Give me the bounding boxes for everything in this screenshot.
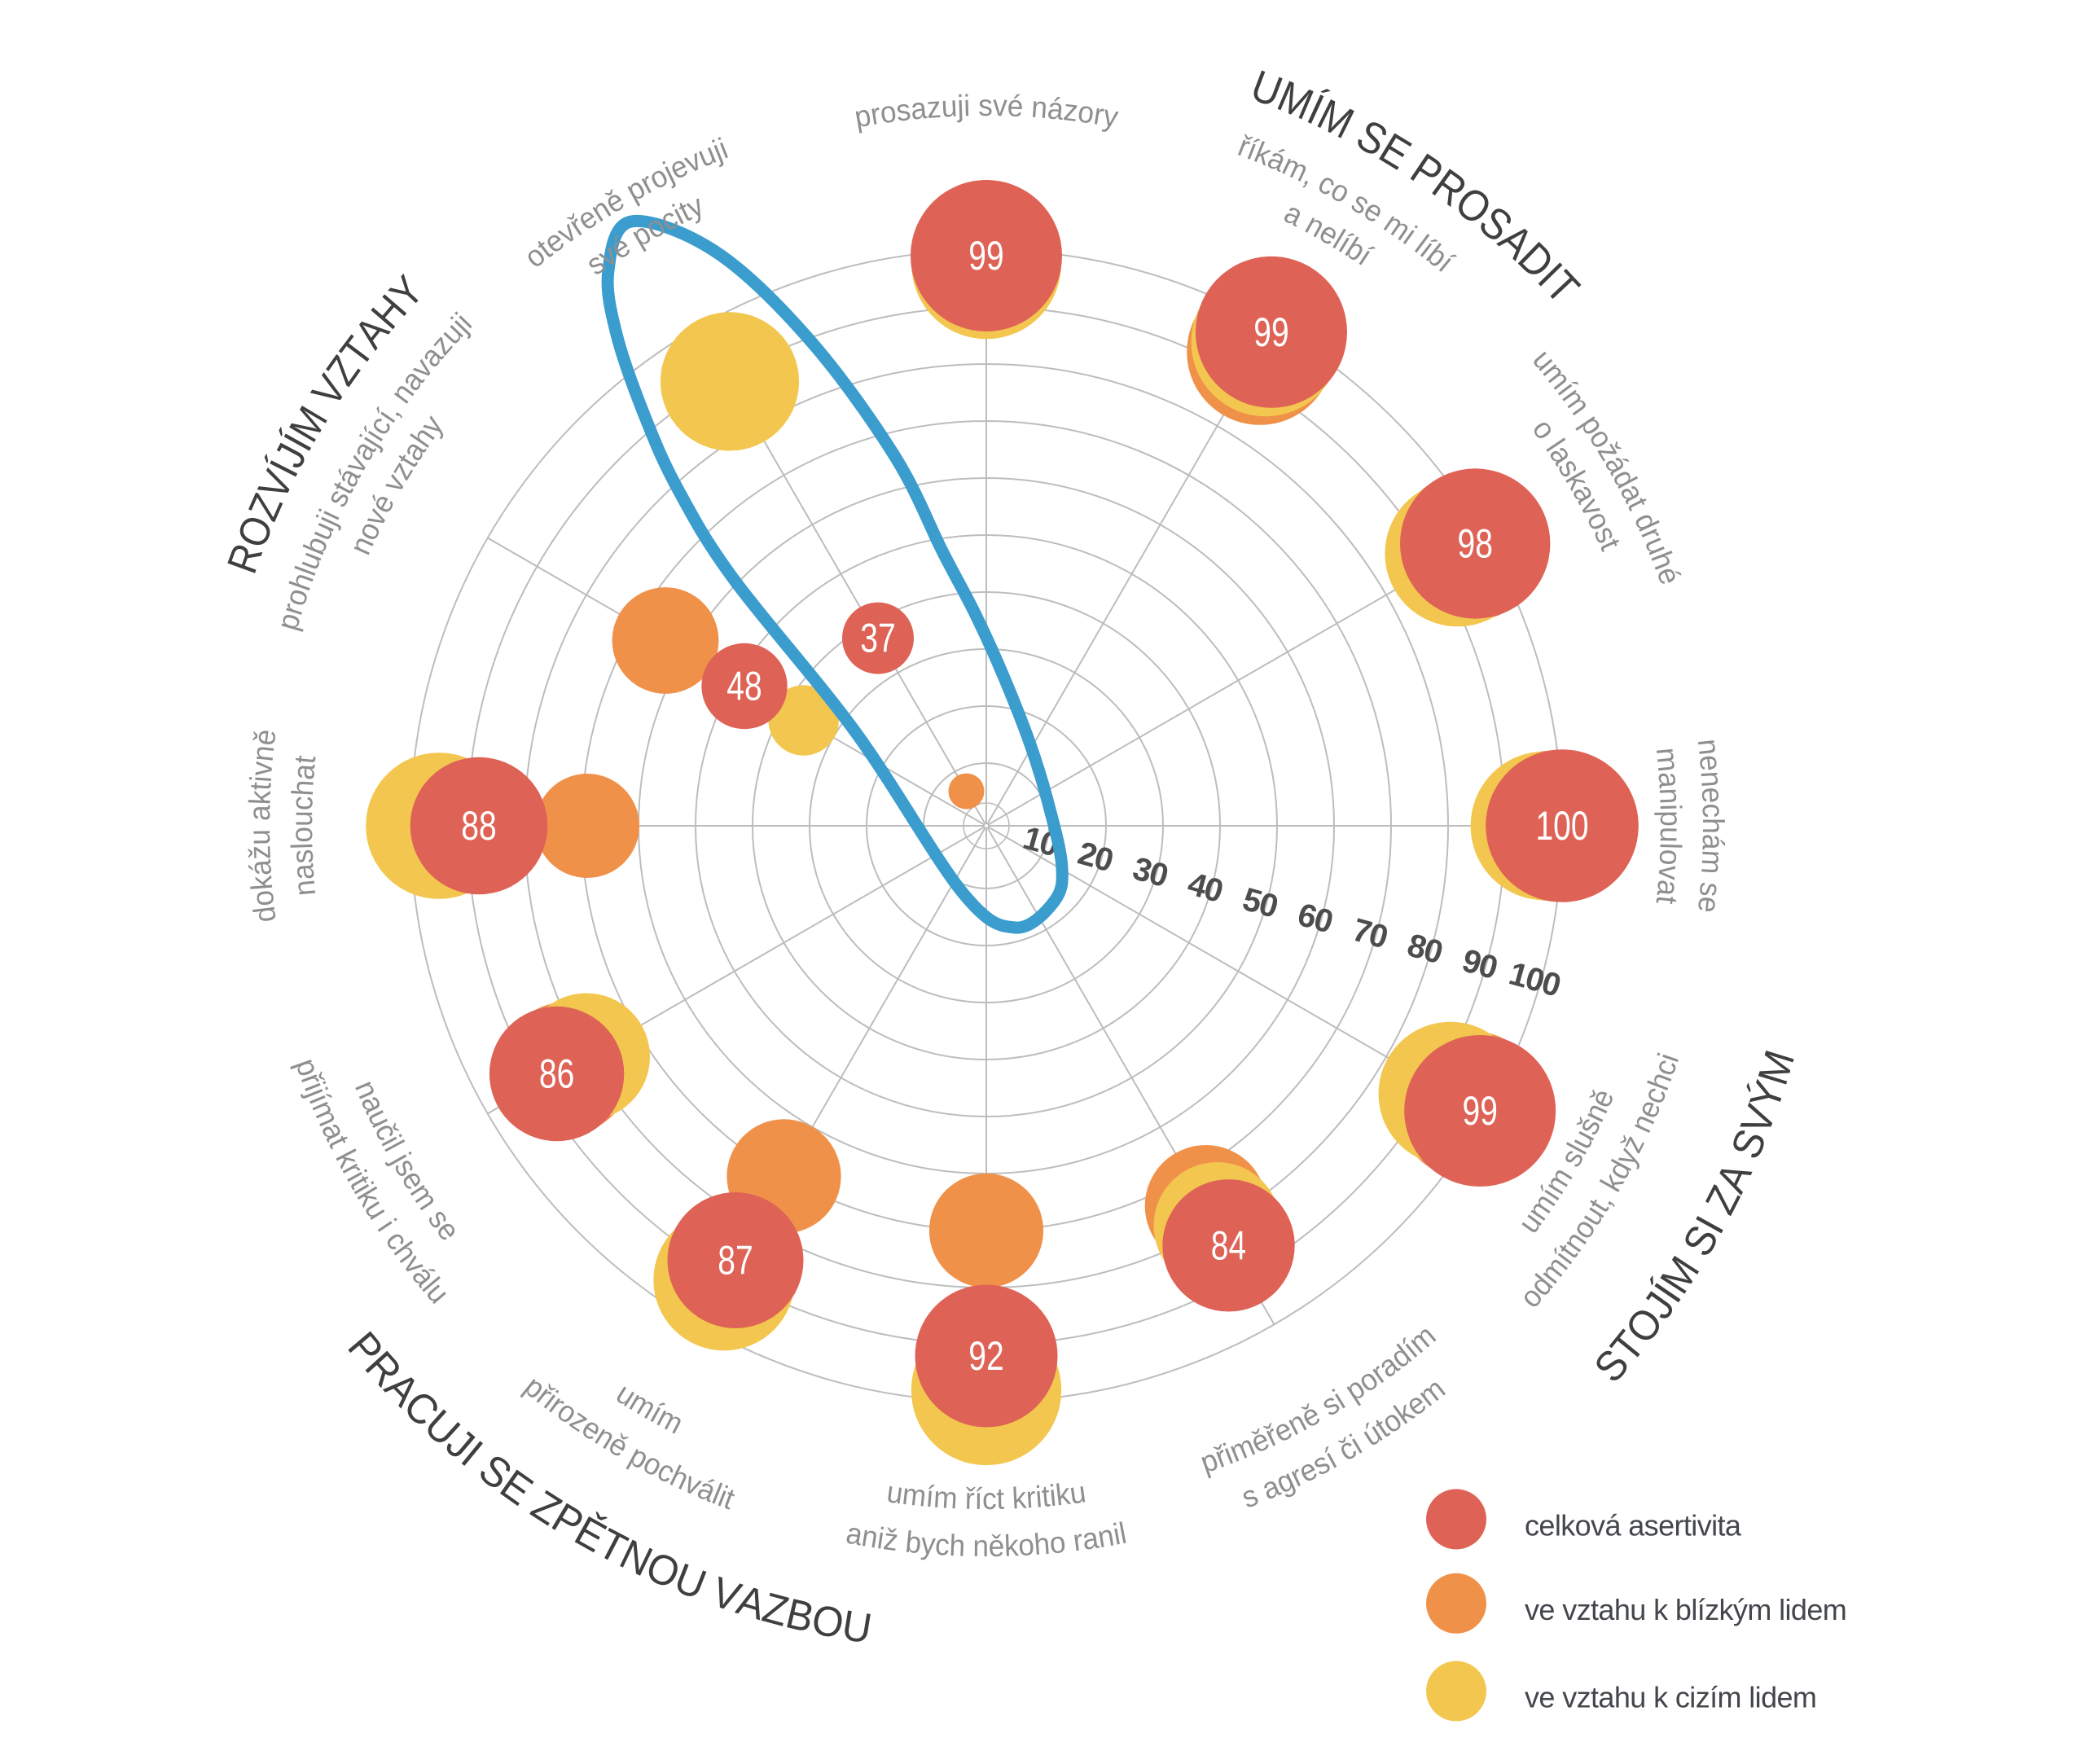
svg-text:n: n	[1692, 737, 1727, 757]
svg-text:h: h	[285, 779, 320, 796]
svg-text:n: n	[1694, 770, 1729, 788]
svg-text:l: l	[284, 842, 318, 849]
svg-text:o: o	[284, 827, 318, 843]
svg-text:s: s	[1693, 881, 1728, 898]
svg-text:86: 86	[539, 1051, 574, 1097]
svg-text:h: h	[1033, 1526, 1051, 1561]
svg-text:n: n	[1653, 788, 1688, 805]
svg-text:t: t	[1040, 1479, 1051, 1514]
svg-text:i: i	[1034, 1479, 1043, 1514]
svg-text:b: b	[904, 1525, 924, 1560]
svg-text:ž: ž	[242, 845, 277, 860]
svg-text:99: 99	[1253, 309, 1288, 355]
svg-text:m: m	[1650, 746, 1687, 773]
svg-text:k: k	[244, 874, 279, 892]
svg-text:e: e	[1696, 787, 1731, 804]
svg-text:t: t	[1649, 894, 1684, 906]
svg-text:y: y	[920, 1526, 937, 1561]
svg-text:99: 99	[968, 232, 1003, 279]
svg-text:100: 100	[1535, 802, 1588, 849]
svg-text:l: l	[1653, 842, 1688, 849]
svg-text:i: i	[963, 88, 971, 122]
svg-text:s: s	[894, 92, 912, 128]
svg-text:t: t	[243, 781, 278, 791]
svg-text:ve vztahu k cizím lidem: ve vztahu k cizím lidem	[1525, 1681, 1816, 1714]
svg-text:m: m	[1695, 849, 1730, 875]
svg-text:u: u	[284, 810, 318, 827]
svg-text:99: 99	[1463, 1087, 1498, 1134]
svg-text:r: r	[1071, 1522, 1085, 1557]
svg-text:c: c	[284, 796, 319, 811]
svg-text:o: o	[245, 889, 281, 908]
svg-text:c: c	[982, 1481, 997, 1516]
svg-text:ve vztahu k blízkým lidem: ve vztahu k blízkým lidem	[1525, 1593, 1846, 1626]
svg-text:84: 84	[1211, 1222, 1246, 1269]
svg-text:n: n	[287, 879, 323, 897]
svg-text:á: á	[243, 858, 278, 877]
svg-text:p: p	[1654, 810, 1688, 827]
svg-text:i: i	[1653, 804, 1688, 811]
svg-text:u: u	[242, 829, 276, 845]
svg-text:h: h	[949, 1528, 966, 1563]
svg-text:é: é	[1007, 89, 1024, 124]
svg-text:v: v	[244, 760, 279, 777]
svg-text:a: a	[242, 804, 276, 821]
svg-text:n: n	[972, 1529, 989, 1563]
svg-text:o: o	[1653, 849, 1688, 866]
svg-text:s: s	[978, 88, 993, 122]
svg-text:c: c	[1696, 803, 1730, 818]
svg-text:celková asertivita: celková asertivita	[1525, 1508, 1742, 1542]
svg-text:t: t	[996, 1481, 1005, 1516]
svg-text:ě: ě	[988, 1529, 1004, 1563]
svg-text:k: k	[1003, 1528, 1020, 1563]
svg-text:í: í	[974, 1481, 982, 1516]
svg-text:s: s	[285, 849, 320, 864]
svg-text:v: v	[1652, 864, 1687, 880]
svg-text:e: e	[1692, 895, 1727, 915]
svg-text:i: i	[1048, 1478, 1058, 1513]
svg-text:v: v	[993, 88, 1007, 122]
svg-text:48: 48	[726, 663, 762, 709]
svg-text:o: o	[1048, 1525, 1068, 1560]
svg-text:k: k	[243, 789, 278, 805]
svg-text:37: 37	[860, 615, 895, 661]
svg-text:r: r	[1025, 1480, 1037, 1515]
svg-text:k: k	[1054, 1477, 1073, 1512]
svg-text:í: í	[924, 1479, 935, 1514]
svg-text:u: u	[1654, 827, 1688, 843]
svg-text:e: e	[1693, 753, 1729, 772]
svg-text:92: 92	[968, 1332, 1003, 1379]
svg-text:87: 87	[718, 1237, 753, 1284]
svg-text:i: i	[244, 774, 278, 783]
svg-text:h: h	[1697, 818, 1731, 834]
svg-text:k: k	[1012, 1481, 1029, 1516]
svg-text:ž: ž	[881, 1521, 900, 1557]
svg-text:u: u	[941, 89, 959, 124]
svg-text:m: m	[901, 1477, 928, 1513]
svg-text:m: m	[933, 1480, 959, 1516]
svg-text:t: t	[288, 754, 323, 766]
svg-text:j: j	[956, 89, 964, 123]
svg-text:n: n	[245, 744, 281, 763]
svg-text:c: c	[934, 1527, 950, 1562]
svg-text:a: a	[285, 862, 320, 880]
svg-text:a: a	[1652, 770, 1687, 789]
svg-text:a: a	[286, 761, 322, 781]
svg-text:á: á	[1696, 834, 1730, 851]
svg-text:98: 98	[1458, 520, 1493, 567]
svg-text:z: z	[925, 90, 942, 125]
svg-text:o: o	[1017, 1527, 1035, 1562]
svg-text:ř: ř	[964, 1481, 976, 1516]
svg-text:z: z	[1062, 92, 1080, 128]
svg-text:n: n	[1030, 90, 1049, 125]
svg-text:88: 88	[461, 802, 496, 849]
